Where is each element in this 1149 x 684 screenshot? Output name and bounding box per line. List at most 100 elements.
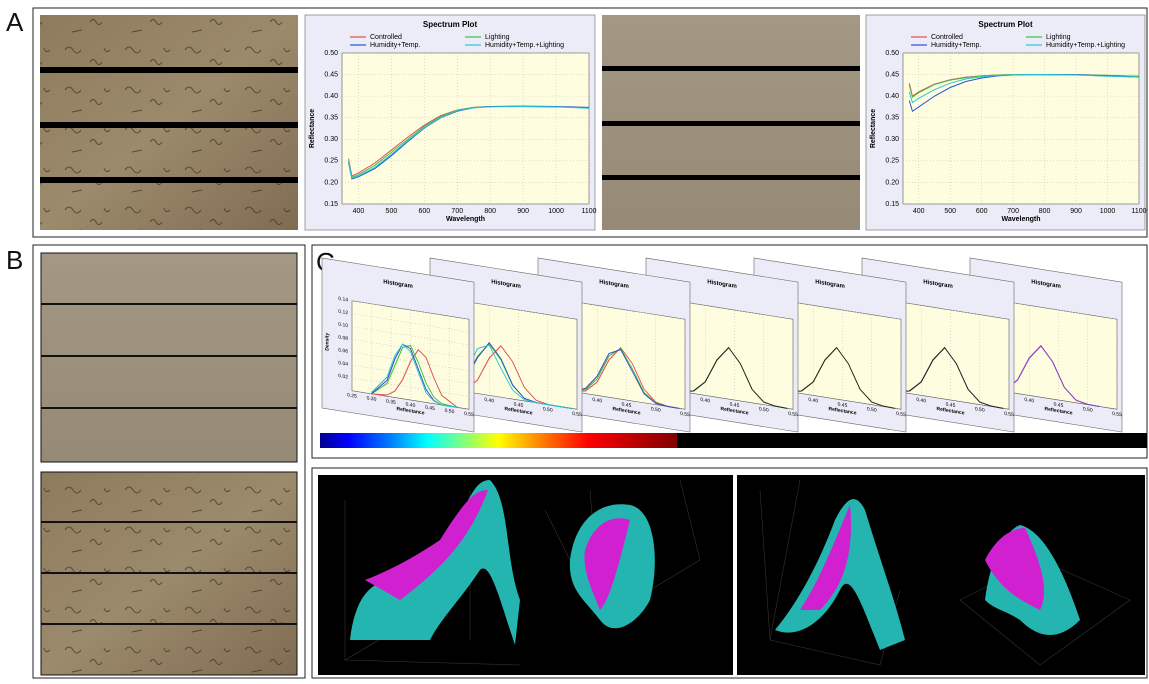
y-tick-label: 0.20 <box>885 179 899 186</box>
chart-title: Histogram <box>599 279 629 290</box>
chart-title: Spectrum Plot <box>978 20 1033 29</box>
spectrum-plot: Spectrum Plot 0.15 0.20 0.25 0.30 0.35 0.40 0.4… <box>304 14 597 231</box>
chart-title: Histogram <box>1031 279 1061 290</box>
legend-label: Controlled <box>931 34 963 41</box>
x-tick-label: 0.40 <box>406 402 416 410</box>
x-axis-label: Reflectance <box>1045 406 1073 416</box>
x-tick-label: 0.55 <box>464 411 474 419</box>
x-tick-label: 0.45 <box>1054 402 1064 410</box>
histogram-plot: Histogram 0.02 0.04 0.06 0.08 0.10 0.12 0.14 0.2… <box>321 257 475 433</box>
x-tick-label: 0.55 <box>680 411 690 419</box>
x-tick-label: 0.55 <box>1112 411 1122 419</box>
y-tick-label: 0.04 <box>338 360 348 368</box>
y-tick-label: 0.08 <box>338 334 348 342</box>
y-tick-label: 0.14 <box>338 296 348 304</box>
y-tick-label: 0.02 <box>338 373 348 381</box>
chart-title: Histogram <box>923 279 953 290</box>
y-tick-label: 0.25 <box>885 158 899 165</box>
legend-label: Lighting <box>1046 34 1071 41</box>
surface-render <box>318 475 733 675</box>
x-tick-label: 1100 <box>581 208 596 215</box>
x-tick-label: 0.40 <box>808 397 818 405</box>
x-tick-label: 0.40 <box>592 397 602 405</box>
x-axis-label: Reflectance <box>937 406 965 416</box>
x-tick-label: 400 <box>353 208 365 215</box>
y-tick-label: 0.25 <box>324 158 338 165</box>
x-tick-label: 0.45 <box>730 402 740 410</box>
colorbar <box>677 433 1147 448</box>
y-tick-label: 0.45 <box>885 71 899 78</box>
document-strips <box>40 471 298 676</box>
panel-label: A <box>6 7 24 37</box>
chart-title: Spectrum Plot <box>423 20 478 29</box>
blank-sample-image <box>602 15 860 230</box>
x-tick-label: 0.25 <box>347 392 357 400</box>
series-line <box>681 346 788 409</box>
x-tick-label: 0.55 <box>572 411 582 419</box>
plot-area <box>902 52 1140 205</box>
series-line <box>908 74 1140 104</box>
surface-render <box>737 475 1145 675</box>
y-tick-label: 0.15 <box>885 201 899 208</box>
chart-title: Histogram <box>383 279 413 290</box>
chart-title: Histogram <box>491 279 521 290</box>
x-tick-label: 1000 <box>548 208 564 215</box>
x-axis-label: Wavelength <box>1001 216 1040 223</box>
series-line <box>371 343 458 408</box>
legend-label: Humidity+Temp.+Lighting <box>1046 42 1125 49</box>
x-tick-label: 0.50 <box>867 406 877 414</box>
panel-frame <box>32 244 306 679</box>
x-tick-label: 1100 <box>1131 208 1146 215</box>
chart-title: Histogram <box>707 279 737 290</box>
y-tick-label: 0.30 <box>324 136 338 143</box>
y-tick-label: 0.20 <box>324 179 338 186</box>
x-tick-label: 700 <box>451 208 463 215</box>
x-tick-label: 0.40 <box>700 397 710 405</box>
x-tick-label: 0.45 <box>622 402 632 410</box>
y-tick-label: 0.45 <box>324 71 338 78</box>
x-tick-label: 500 <box>944 208 956 215</box>
series-line <box>371 344 458 408</box>
x-tick-label: 900 <box>517 208 529 215</box>
x-tick-label: 1000 <box>1100 208 1116 215</box>
x-tick-label: 0.50 <box>651 406 661 414</box>
x-tick-label: 0.35 <box>386 399 396 407</box>
x-tick-label: 0.45 <box>514 402 524 410</box>
x-tick-label: 800 <box>1039 208 1051 215</box>
y-axis-label: Density <box>324 332 330 351</box>
legend-label: Humidity+Temp. <box>931 42 981 49</box>
series-line <box>465 344 572 409</box>
y-tick-label: 0.12 <box>338 309 348 317</box>
y-tick-label: 0.50 <box>885 50 899 57</box>
x-axis-label: Reflectance <box>397 406 425 416</box>
x-axis-label: Wavelength <box>446 216 485 223</box>
y-tick-label: 0.10 <box>338 322 348 330</box>
x-tick-label: 0.30 <box>367 395 377 403</box>
x-tick-label: 700 <box>1007 208 1019 215</box>
x-tick-label: 500 <box>386 208 398 215</box>
x-axis-label: Reflectance <box>721 406 749 416</box>
x-tick-label: 0.50 <box>1083 406 1093 414</box>
y-tick-label: 0.50 <box>324 50 338 57</box>
x-tick-label: 600 <box>976 208 988 215</box>
plot-area <box>341 52 590 205</box>
x-axis-label: Reflectance <box>829 406 857 416</box>
x-tick-label: 0.50 <box>543 406 553 414</box>
x-tick-label: 900 <box>1070 208 1082 215</box>
x-tick-label: 0.45 <box>838 402 848 410</box>
series-line <box>573 348 680 409</box>
x-tick-label: 0.55 <box>896 411 906 419</box>
y-tick-label: 0.40 <box>885 93 899 100</box>
blank-sample-strips <box>40 252 298 463</box>
x-tick-label: 800 <box>484 208 496 215</box>
y-tick-label: 0.06 <box>338 347 348 355</box>
x-tick-label: 0.50 <box>759 406 769 414</box>
series-line <box>371 349 458 408</box>
x-tick-label: 600 <box>418 208 430 215</box>
spectrum-plot: Spectrum Plot 0.15 0.20 0.25 0.30 0.35 0.40 0.4… <box>865 14 1147 231</box>
y-axis-label: Reflectance <box>309 109 316 148</box>
panel-frame <box>311 467 1148 679</box>
charts: Histogram 0.14 0.35 0.40 0.45 0.50 0.55 Reflect… <box>304 14 1147 433</box>
